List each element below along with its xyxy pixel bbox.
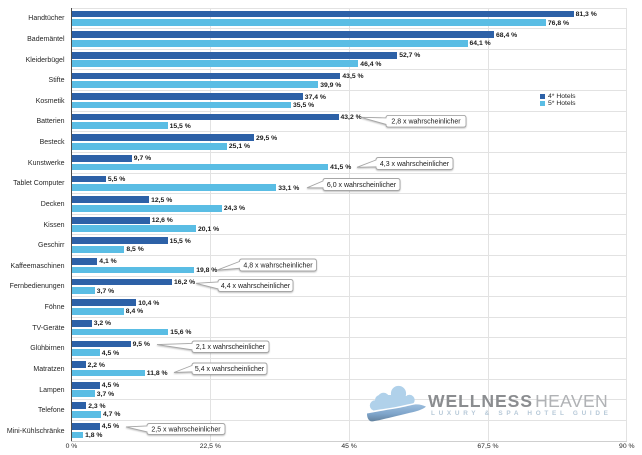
svg-text:6,0 x wahrscheinlicher: 6,0 x wahrscheinlicher — [327, 182, 397, 189]
svg-text:4,4 x wahrscheinlicher: 4,4 x wahrscheinlicher — [221, 283, 291, 290]
svg-text:4,8 x wahrscheinlicher: 4,8 x wahrscheinlicher — [243, 262, 313, 269]
svg-text:4,3 x wahrscheinlicher: 4,3 x wahrscheinlicher — [380, 161, 450, 168]
svg-text:5,4 x wahrscheinlicher: 5,4 x wahrscheinlicher — [195, 366, 265, 373]
svg-text:2,8 x wahrscheinlicher: 2,8 x wahrscheinlicher — [391, 119, 461, 126]
svg-text:2,5 x wahrscheinlicher: 2,5 x wahrscheinlicher — [151, 426, 221, 433]
svg-text:2,1 x wahrscheinlicher: 2,1 x wahrscheinlicher — [196, 344, 266, 351]
